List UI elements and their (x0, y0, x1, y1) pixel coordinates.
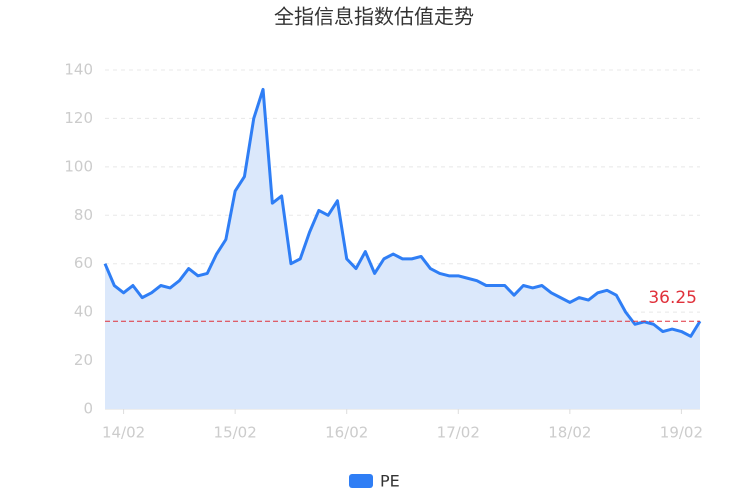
legend-swatch (349, 474, 373, 488)
reference-label: 36.25 (648, 288, 697, 308)
x-tick-label: 18/02 (548, 424, 591, 442)
chart-title: 全指信息指数估值走势 (274, 5, 474, 29)
y-tick-label: 20 (74, 351, 93, 369)
x-tick-label: 15/02 (214, 424, 257, 442)
y-tick-label: 140 (64, 61, 93, 79)
area (105, 89, 700, 409)
x-tick-label: 16/02 (325, 424, 368, 442)
y-tick-label: 120 (64, 109, 93, 127)
line (103, 87, 702, 338)
y-tick-label: 0 (83, 400, 93, 418)
x-tick-label: 19/02 (660, 424, 703, 442)
x-tick-label: 14/02 (102, 424, 145, 442)
y-tick-label: 80 (74, 206, 93, 224)
y-tick-label: 40 (74, 303, 93, 321)
y-tick-label: 100 (64, 157, 93, 175)
x-tick-label: 17/02 (437, 424, 480, 442)
y-tick-label: 60 (74, 254, 93, 272)
legend-label: PE (380, 472, 400, 491)
